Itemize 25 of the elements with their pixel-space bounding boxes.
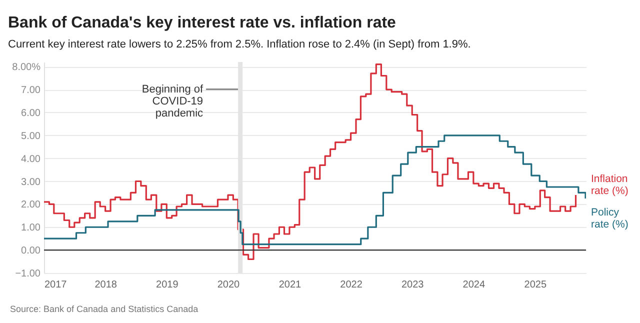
- chart-subtitle: Current key interest rate lowers to 2.25% from 2.5%. Inflation rose to 2.4% (in Sept) from 1.9%.: [8, 38, 471, 51]
- y-tick-label: 8.00%: [12, 62, 41, 74]
- y-tick-label: 4.00: [21, 154, 41, 165]
- y-tick-label: 7.00: [21, 85, 41, 96]
- x-tick-label: 2020: [217, 280, 240, 290]
- x-tick-label: 2023: [401, 280, 424, 290]
- x-tick-label: 2018: [94, 280, 118, 290]
- x-tick-label: 2022: [340, 280, 363, 290]
- y-tick-label: 2.00: [21, 200, 41, 211]
- x-tick-label: 2017: [44, 280, 68, 290]
- series-label: Policy rate (%): [591, 206, 628, 230]
- x-tick-label: 2025: [524, 280, 547, 290]
- band-label: Beginning of COVID-19 pandemic: [142, 83, 204, 120]
- y-tick-label: 1.00: [21, 222, 41, 234]
- x-tick-label: 2021: [278, 280, 302, 290]
- series-label: Inflation rate (%): [591, 173, 628, 198]
- x-tick-label: 2019: [156, 280, 179, 290]
- y-tick-label: 6.00: [21, 108, 41, 119]
- y-tick-label: 5.00: [21, 130, 41, 142]
- chart-title: Bank of Canada's key interest rate vs. inflation rate: [8, 14, 396, 32]
- y-tick-label: 0.00: [21, 246, 41, 257]
- y-tick-label: 3.00: [21, 176, 41, 188]
- y-tick-label: −1.00: [15, 268, 41, 280]
- x-tick-label: 2024: [462, 280, 486, 290]
- source-note: Source: Bank of Canada and Statistics Canada: [10, 304, 198, 314]
